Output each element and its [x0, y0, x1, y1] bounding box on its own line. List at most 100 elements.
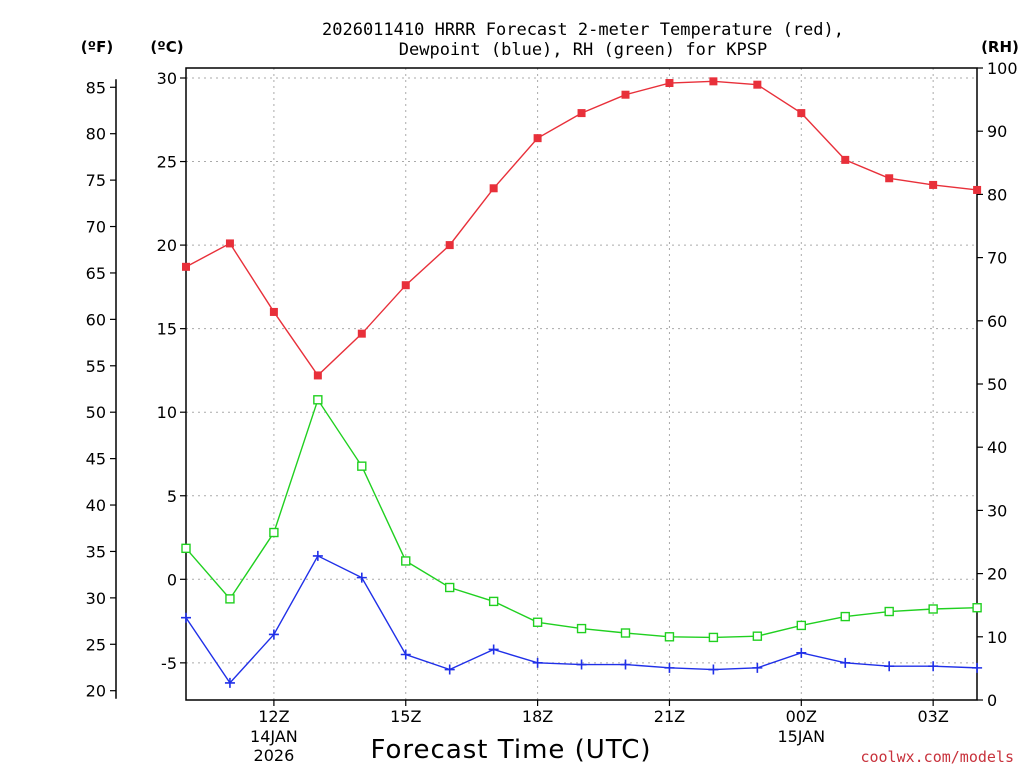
rh-point	[313, 395, 323, 405]
rh-point	[796, 620, 806, 631]
temperature-point	[225, 239, 234, 248]
temperature-point	[929, 180, 938, 189]
x-tick-date-label: 14JAN	[250, 727, 298, 746]
dewpoint-point	[576, 659, 587, 670]
x-tick-date-label: 15JAN	[777, 727, 825, 746]
dewpoint-point	[796, 647, 807, 658]
rh-tick-label: 30	[987, 501, 1007, 520]
rh-tick-label: 20	[987, 565, 1007, 584]
rh-point	[576, 623, 587, 634]
dewpoint-point	[664, 662, 675, 673]
celsius-unit-label: (ºC)	[150, 38, 183, 56]
dewpoint-point	[444, 664, 455, 675]
fahrenheit-tick-label: 55	[86, 357, 106, 376]
rh-point	[225, 594, 235, 604]
dewpoint-point	[488, 644, 499, 655]
rh-tick-label: 80	[987, 185, 1007, 204]
rh-point	[488, 596, 499, 607]
data-series	[181, 77, 983, 688]
fahrenheit-tick-label: 35	[86, 542, 106, 561]
rh-point	[928, 604, 938, 614]
temperature-point	[313, 371, 322, 380]
temperature-point	[577, 109, 586, 118]
rh-point	[181, 543, 191, 554]
dewpoint-point	[356, 572, 367, 583]
chart-title-line2: Dewpoint (blue), RH (green) for KPSP	[399, 40, 767, 60]
rh-point	[445, 582, 455, 593]
rh-tick-label: 70	[987, 249, 1007, 268]
rh-point	[840, 611, 850, 622]
axes: 302520151050-585807570656055504540353025…	[86, 59, 1018, 765]
temperature-point	[357, 329, 366, 338]
rh-tick-label: 40	[987, 438, 1007, 457]
temperature-point	[973, 185, 982, 194]
dewpoint-point	[400, 649, 411, 660]
fahrenheit-tick-label: 20	[86, 682, 106, 701]
dewpoint-point	[840, 657, 851, 668]
rh-point	[884, 606, 894, 617]
fahrenheit-tick-label: 40	[86, 496, 106, 515]
chart-title-line1: 2026011410 HRRR Forecast 2-meter Tempera…	[322, 20, 844, 40]
rh-tick-label: 60	[987, 312, 1007, 331]
fahrenheit-tick-label: 50	[86, 403, 106, 422]
fahrenheit-tick-label: 25	[86, 635, 106, 654]
fahrenheit-tick-label: 30	[86, 589, 106, 608]
rh-point	[972, 603, 982, 613]
grid-lines	[186, 68, 977, 700]
x-tick-label: 21Z	[654, 707, 685, 726]
fahrenheit-tick-label: 75	[86, 171, 106, 190]
rh-point	[532, 617, 543, 627]
rh-point	[752, 631, 763, 641]
rh-line	[185, 398, 978, 639]
temperature-point	[445, 241, 454, 250]
celsius-tick-label: 0	[167, 570, 177, 589]
celsius-tick-label: 25	[157, 153, 177, 172]
celsius-tick-label: 15	[157, 320, 177, 339]
temperature-point	[401, 281, 410, 290]
x-tick-label: 15Z	[390, 707, 421, 726]
temperature-point	[709, 77, 718, 86]
temperature-point	[269, 307, 278, 316]
fahrenheit-tick-label: 60	[86, 310, 106, 329]
dewpoint-point	[928, 661, 939, 672]
rh-tick-label: 10	[987, 628, 1007, 647]
dewpoint-point	[181, 612, 191, 623]
temperature-point	[621, 90, 630, 99]
x-tick-label: 00Z	[786, 707, 817, 726]
celsius-tick-label: 5	[167, 487, 177, 506]
fahrenheit-tick-label: 45	[86, 450, 106, 469]
rh-point	[664, 632, 675, 642]
rh-point	[357, 461, 367, 471]
credit-label: coolwx.com/models	[860, 748, 1014, 766]
dewpoint-point	[972, 662, 983, 673]
temperature-point	[489, 184, 498, 193]
rh-tick-label: 90	[987, 122, 1007, 141]
x-tick-year-label: 2026	[254, 746, 295, 765]
x-tick-label: 03Z	[917, 707, 948, 726]
dewpoint-point	[268, 629, 279, 640]
temperature-point	[182, 262, 190, 271]
celsius-tick-label: 30	[157, 69, 177, 88]
temperature-point	[885, 174, 894, 183]
plot-frame	[185, 67, 978, 701]
x-axis-label: Forecast Time (UTC)	[370, 735, 651, 765]
fahrenheit-unit-label: (ºF)	[81, 38, 113, 56]
rh-tick-label: 100	[987, 59, 1018, 78]
temperature-point	[533, 134, 542, 143]
fahrenheit-tick-label: 80	[86, 125, 106, 144]
celsius-tick-label: 20	[157, 236, 177, 255]
temperature-point	[665, 79, 674, 88]
dewpoint-point	[224, 677, 235, 688]
temperature-point	[841, 155, 850, 164]
rh-point	[620, 628, 631, 638]
dewpoint-point	[708, 664, 719, 675]
dewpoint-point	[532, 657, 543, 668]
rh-point	[708, 632, 719, 643]
temperature-line	[185, 80, 978, 377]
dewpoint-point	[312, 550, 323, 561]
rh-tick-label: 50	[987, 375, 1007, 394]
celsius-tick-label: -5	[161, 654, 177, 673]
rh-point	[401, 556, 411, 566]
fahrenheit-tick-label: 85	[86, 78, 106, 97]
